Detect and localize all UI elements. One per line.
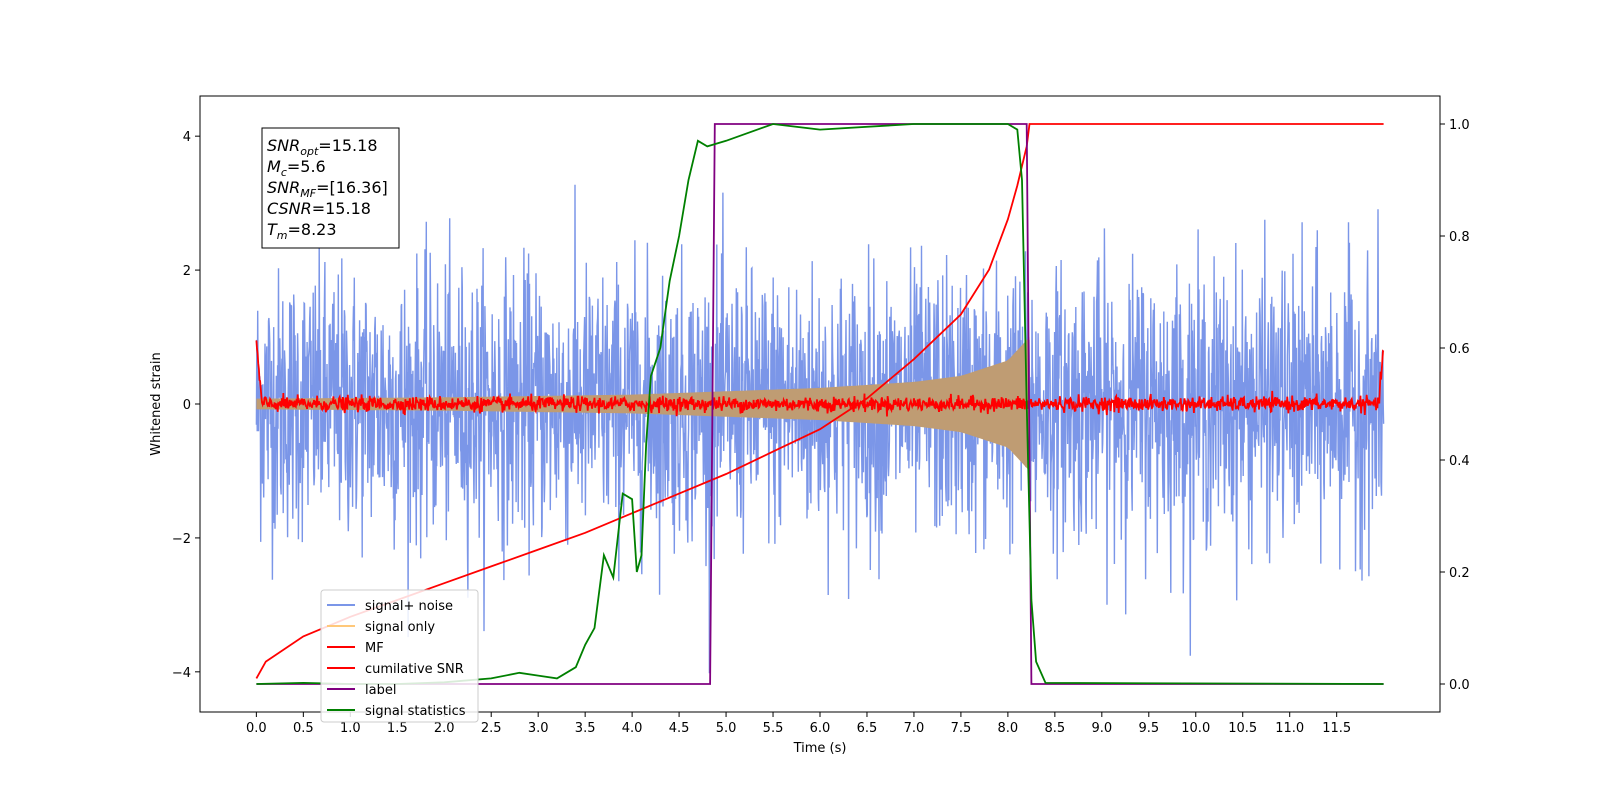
y-left-tick-label: −2 [172,532,191,547]
info-subscript: MF [300,187,316,200]
x-tick-label: 8.0 [998,721,1019,736]
info-box-line: Tm=8.23 [267,220,337,242]
x-tick-label: 4.0 [622,721,643,736]
info-symbol: CSNR [267,199,312,218]
y-right-tick-label: 0.0 [1449,678,1470,693]
x-tick-label: 0.5 [293,721,314,736]
x-tick-label: 3.0 [528,721,549,736]
y-left-tick-label: −4 [172,666,191,681]
series-line-mf [255,340,1385,417]
y-axis-right: 1.0 0.8 0.6 0.4 0.2 0.0 [1440,118,1470,693]
x-tick-label: 9.0 [1091,721,1112,736]
legend-entry-label: cumilative SNR [365,662,464,677]
legend-entry-label: signal+ noise [365,599,453,614]
legend: signal+ noise signal only MF cumilative SNR… [320,589,479,723]
y-right-tick-label: 0.2 [1449,566,1470,581]
x-tick-label: 10.0 [1181,721,1210,736]
y-left-tick-label: 0 [183,398,191,413]
legend-entry-label: MF [365,641,384,656]
x-tick-label: 3.5 [575,721,596,736]
x-tick-label: 11.5 [1322,721,1351,736]
info-box-frame [261,127,400,249]
legend-frame [320,589,479,723]
info-symbol: M [267,157,281,176]
series-line-signal-statistics [256,123,1384,685]
y-right-tick-label: 0.4 [1449,454,1470,469]
y-left-tick-label: 4 [183,130,191,145]
x-tick-label: 5.5 [763,721,784,736]
y-right-tick-label: 0.8 [1449,230,1470,245]
info-symbol: SNR [267,178,300,197]
info-value: =8.23 [288,220,337,239]
info-box-line: CSNR=15.18 [267,199,371,218]
info-symbol: SNR [267,136,300,155]
x-tick-label: 8.5 [1045,721,1066,736]
legend-entry-label: label [365,683,396,698]
info-value: =[16.36] [316,178,388,197]
x-tick-label: 2.0 [434,721,455,736]
x-tick-label: 1.0 [340,721,361,736]
info-box-line: SNRMF=[16.36] [267,178,388,200]
x-axis-label: Time (s) [793,741,847,756]
x-tick-label: 5.0 [716,721,737,736]
x-tick-label: 6.0 [810,721,831,736]
x-tick-label: 1.5 [387,721,408,736]
legend-entry-label: signal only [365,620,435,635]
info-symbol: T [267,220,278,239]
x-tick-label: 4.5 [669,721,690,736]
x-tick-label: 9.5 [1138,721,1159,736]
info-box: SNRopt=15.18Mc=5.6SNRMF=[16.36]CSNR=15.1… [261,127,400,249]
info-box-line: Mc=5.6 [267,157,326,179]
info-subscript: m [277,229,288,242]
info-value: =15.18 [318,136,377,155]
x-tick-label: 11.0 [1275,721,1304,736]
info-subscript: c [281,166,287,179]
x-tick-label: 0.0 [246,721,267,736]
info-subscript: opt [300,145,319,158]
legend-entry-label: signal statistics [365,704,466,719]
x-tick-label: 7.0 [904,721,925,736]
x-tick-label: 6.5 [857,721,878,736]
y-right-tick-label: 1.0 [1449,118,1470,133]
info-value: =5.6 [287,157,326,176]
x-tick-label: 10.5 [1228,721,1257,736]
info-box-line: SNRopt=15.18 [267,136,378,158]
y-left-tick-label: 2 [183,264,191,279]
x-tick-label: 7.5 [951,721,972,736]
series-line-label [256,123,1384,685]
x-axis: 0.0 0.5 1.0 1.5 2.0 2.5 3.0 3.5 4.0 4.5 5.0 5.5 6.0 6… [246,712,1351,736]
y-axis-left: 4 2 0 −2 −4 [172,130,200,681]
info-value: =15.18 [312,199,371,218]
y-axis-label: Whitened strain [149,352,164,455]
y-right-tick-label: 0.6 [1449,342,1470,357]
x-tick-label: 2.5 [481,721,502,736]
